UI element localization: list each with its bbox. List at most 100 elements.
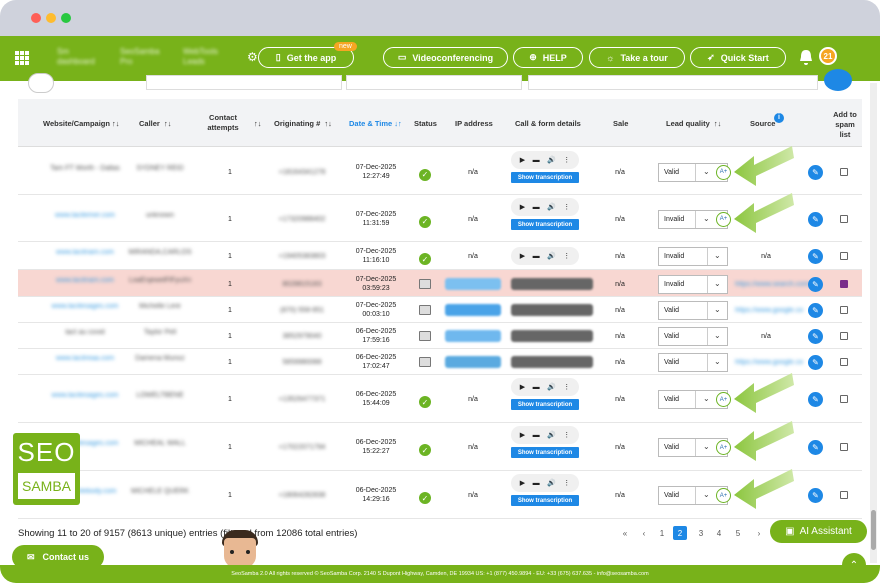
col-website[interactable]: Website/Campaign ↑↓: [43, 119, 120, 128]
page-5[interactable]: 5: [735, 528, 741, 538]
website-cell[interactable]: www.lacitreaa.com: [55, 355, 115, 362]
form-details-blurred[interactable]: [511, 356, 593, 368]
more-icon[interactable]: ⋮: [563, 204, 571, 211]
audio-player[interactable]: ▶ ▬ 🔊 ⋮: [511, 378, 579, 396]
audio-player[interactable]: ▶ ▬ 🔊 ⋮: [511, 151, 579, 169]
scrollbar-thumb[interactable]: [871, 510, 876, 550]
website-cell[interactable]: www.lacitriam.com: [56, 276, 114, 284]
spam-checkbox[interactable]: [840, 167, 848, 176]
source-link[interactable]: https://www.search.com/: [735, 280, 811, 288]
progress-track[interactable]: ▬: [532, 203, 540, 211]
play-icon[interactable]: ▶: [519, 480, 526, 487]
close-window-dot[interactable]: [31, 13, 41, 23]
edit-pencil-icon[interactable]: ✎: [808, 164, 823, 180]
volume-icon[interactable]: 🔊: [547, 432, 556, 439]
more-icon[interactable]: ⋮: [563, 157, 571, 164]
lead-quality-select[interactable]: Valid ⌄: [658, 353, 728, 372]
lead-quality-select[interactable]: Invalid ⌄: [658, 274, 728, 294]
audio-player[interactable]: ▶ ▬ 🔊 ⋮: [511, 474, 579, 492]
lead-quality-select[interactable]: Valid ⌄: [658, 486, 728, 505]
edit-pencil-icon[interactable]: ✎: [808, 440, 823, 455]
spam-checkbox[interactable]: [840, 279, 848, 288]
show-transcription-button[interactable]: Show transcription: [511, 495, 579, 506]
filter-search-button[interactable]: [824, 69, 852, 91]
col-datetime[interactable]: Date & Time ↓↑: [349, 119, 402, 128]
edit-pencil-icon[interactable]: ✎: [808, 355, 823, 370]
source-link[interactable]: https://www.google.co: [735, 359, 804, 366]
play-icon[interactable]: ▶: [519, 204, 526, 211]
page-first[interactable]: «: [622, 528, 628, 538]
spam-checkbox[interactable]: [840, 332, 848, 340]
show-transcription-button[interactable]: Show transcription: [511, 447, 579, 458]
nav-leads[interactable]: WebTools Leads: [183, 47, 218, 66]
take-tour-button[interactable]: ☼ Take a tour: [589, 47, 685, 68]
edit-pencil-icon[interactable]: ✎: [808, 392, 823, 407]
edit-pencil-icon[interactable]: ✎: [808, 488, 823, 503]
lead-quality-select[interactable]: Valid ⌄: [658, 162, 728, 182]
spam-checkbox[interactable]: [840, 252, 848, 260]
ai-lead-score-icon[interactable]: A+: [716, 488, 731, 503]
ai-lead-score-icon[interactable]: A+: [716, 392, 731, 407]
edit-pencil-icon[interactable]: ✎: [808, 329, 823, 344]
audio-player[interactable]: ▶ ▬ 🔊 ⋮: [511, 198, 579, 216]
ai-assistant-button[interactable]: ▣ AI Assistant: [770, 520, 867, 543]
edit-pencil-icon[interactable]: ✎: [808, 249, 823, 264]
volume-icon[interactable]: 🔊: [547, 204, 556, 211]
nav-dashboard[interactable]: Sm dashboard: [57, 47, 95, 66]
apps-grid-icon[interactable]: [15, 51, 29, 65]
maximize-window-dot[interactable]: [61, 13, 71, 23]
volume-icon[interactable]: 🔊: [547, 384, 556, 391]
form-details-blurred[interactable]: [511, 330, 593, 342]
minimize-window-dot[interactable]: [46, 13, 56, 23]
page-prev[interactable]: ‹: [642, 528, 646, 538]
website-cell[interactable]: www.lacitebody.com: [53, 488, 117, 495]
lead-quality-select[interactable]: Valid ⌄: [658, 301, 728, 320]
more-icon[interactable]: ⋮: [563, 384, 571, 391]
website-cell[interactable]: www.lacitesages.com: [51, 392, 119, 399]
page-1[interactable]: 1: [659, 528, 665, 538]
play-icon[interactable]: ▶: [519, 253, 526, 260]
edit-pencil-icon[interactable]: ✎: [808, 276, 823, 292]
spam-checkbox[interactable]: [840, 358, 848, 366]
progress-track[interactable]: ▬: [532, 252, 540, 260]
website-cell[interactable]: www.lacitemer.com: [55, 211, 115, 219]
volume-icon[interactable]: 🔊: [547, 480, 556, 487]
col-caller[interactable]: Caller ↑↓: [139, 119, 172, 128]
ai-lead-score-icon[interactable]: A+: [716, 440, 731, 455]
progress-track[interactable]: ▬: [532, 383, 540, 391]
volume-icon[interactable]: 🔊: [547, 157, 556, 164]
show-transcription-button[interactable]: Show transcription: [511, 399, 579, 410]
more-icon[interactable]: ⋮: [563, 253, 571, 260]
spam-checkbox[interactable]: [840, 214, 848, 223]
progress-track[interactable]: ▬: [532, 156, 540, 164]
audio-player[interactable]: ▶ ▬ 🔊 ⋮: [511, 426, 579, 444]
page-4[interactable]: 4: [716, 528, 722, 538]
spam-checkbox[interactable]: [840, 395, 848, 403]
website-cell[interactable]: www.lacitriam.com: [56, 249, 114, 256]
progress-track[interactable]: ▬: [532, 479, 540, 487]
more-icon[interactable]: ⋮: [563, 432, 571, 439]
form-details-blurred[interactable]: [511, 277, 593, 290]
form-details-blurred[interactable]: [511, 304, 593, 316]
col-originating[interactable]: Originating # ↑↓: [274, 119, 332, 128]
more-icon[interactable]: ⋮: [563, 480, 571, 487]
play-icon[interactable]: ▶: [519, 384, 526, 391]
help-button[interactable]: ⊕ HELP: [513, 47, 583, 68]
show-transcription-button[interactable]: Show transcription: [511, 219, 579, 230]
volume-icon[interactable]: 🔊: [547, 253, 556, 260]
source-info-icon[interactable]: i: [774, 113, 784, 123]
audio-player[interactable]: ▶ ▬ 🔊 ⋮: [511, 247, 579, 265]
filter-toggle[interactable]: [28, 73, 54, 93]
website-cell[interactable]: www.lacitesages.com: [51, 440, 119, 447]
col-contact-attempts[interactable]: Contact attempts: [207, 113, 239, 132]
scrollbar[interactable]: [870, 83, 877, 563]
progress-track[interactable]: ▬: [532, 431, 540, 439]
get-app-button[interactable]: ▯ Get the app: [258, 47, 354, 68]
edit-pencil-icon[interactable]: ✎: [808, 211, 823, 227]
lead-quality-select[interactable]: Valid ⌄: [658, 327, 728, 346]
bell-icon[interactable]: [798, 49, 814, 66]
spam-checkbox[interactable]: [840, 491, 848, 499]
ai-lead-score-icon[interactable]: A+: [716, 211, 731, 227]
page-next[interactable]: ›: [757, 528, 761, 538]
filter-input-3[interactable]: [528, 75, 818, 90]
